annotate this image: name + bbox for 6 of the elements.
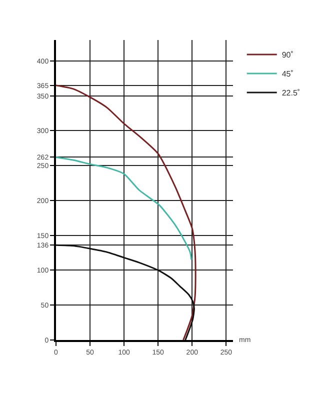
line-series: [56, 244, 195, 340]
legend-label: 22.5˚: [282, 88, 300, 98]
legend-label: 90˚: [282, 50, 294, 60]
line-series: [56, 156, 192, 261]
line-series: [56, 84, 196, 340]
legend-label: 45˚: [282, 70, 294, 79]
